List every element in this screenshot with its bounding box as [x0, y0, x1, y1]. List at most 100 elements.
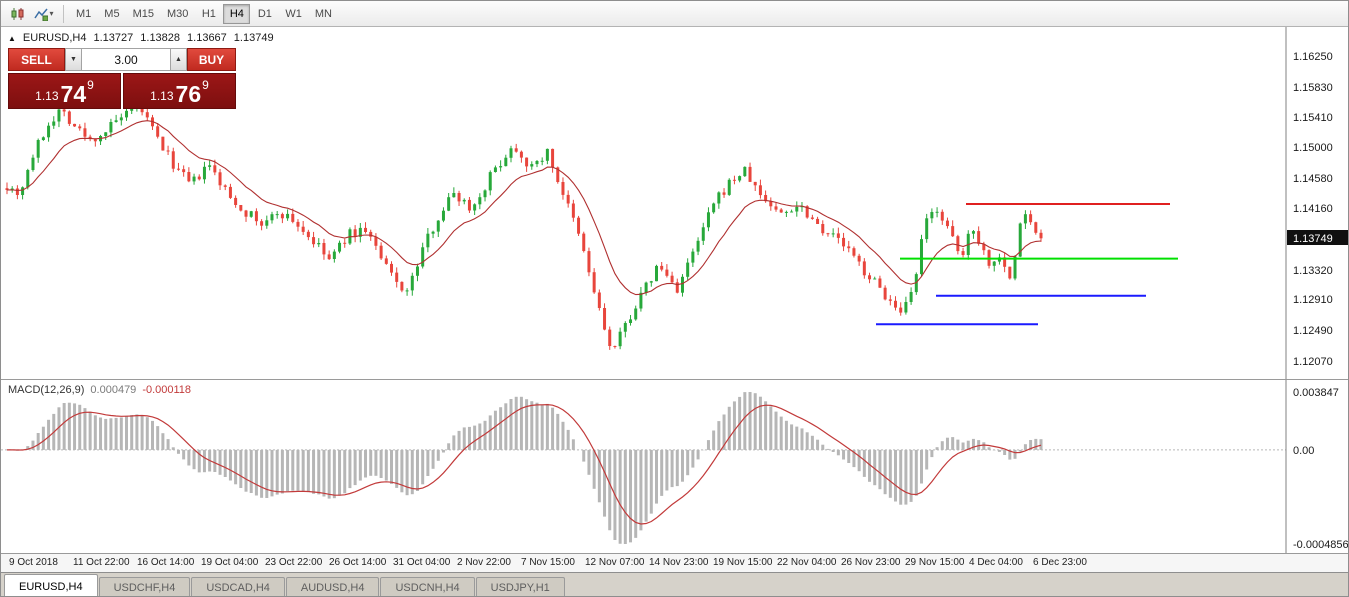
candle-body: [530, 164, 534, 167]
buy-button[interactable]: BUY: [187, 48, 236, 71]
tab-usdcad-h4[interactable]: USDCAD,H4: [191, 577, 285, 596]
macd-chart[interactable]: 0.003847 0.00 -0.0004856: [1, 380, 1349, 553]
macd-histogram-layer: [10, 392, 1043, 544]
candle-body: [395, 272, 399, 282]
candle-body: [166, 150, 170, 152]
candle-body: [577, 217, 581, 234]
candle-body: [873, 278, 877, 280]
price-tick-label: 1.16250: [1293, 51, 1333, 63]
candle-body: [613, 346, 617, 347]
candle-body: [743, 166, 747, 177]
time-axis-label: 2 Nov 22:00: [457, 557, 511, 568]
tab-eurusd-h4[interactable]: EURUSD,H4: [4, 574, 98, 596]
candle-body: [644, 282, 648, 293]
tab-audusd-h4[interactable]: AUDUSD,H4: [285, 577, 380, 596]
candle-body: [862, 261, 866, 276]
current-price-label: 1.13749: [1293, 233, 1333, 245]
candle-body: [717, 192, 721, 204]
candlestick-chart-icon[interactable]: [5, 3, 31, 24]
price-chart[interactable]: 1.16250 1.15830 1.15410 1.15000 1.14580 1.141…: [1, 27, 1349, 379]
candle-body: [208, 165, 212, 167]
candle-body: [478, 197, 482, 205]
volume-decrease-button[interactable]: ▼: [65, 48, 82, 71]
timeframe-h1[interactable]: H1: [195, 4, 222, 24]
candle-body: [665, 269, 669, 276]
tab-usdjpy-h1[interactable]: USDJPY,H1: [475, 577, 565, 596]
time-axis-label: 26 Oct 14:00: [329, 557, 387, 568]
tab-usdcnh-h4[interactable]: USDCNH,H4: [380, 577, 475, 596]
candles-layer: [5, 103, 1043, 350]
timeframe-h4[interactable]: H4: [223, 3, 251, 24]
sell-button[interactable]: SELL: [8, 48, 65, 71]
candle-body: [130, 108, 134, 111]
candle-body: [390, 263, 393, 273]
candle-body: [1003, 257, 1007, 267]
candle-body: [83, 128, 87, 137]
candle-body: [301, 226, 305, 232]
candle-body: [649, 281, 653, 283]
timeframe-m5[interactable]: M5: [98, 4, 125, 24]
candle-body: [836, 233, 840, 238]
candle-body: [322, 243, 326, 255]
time-axis-label: 23 Oct 22:00: [265, 557, 323, 568]
time-axis-label: 14 Nov 23:00: [649, 557, 709, 568]
candle-body: [738, 176, 742, 181]
candle-body: [904, 302, 908, 313]
candle-body: [410, 275, 414, 291]
chart-header: ▲ EURUSD,H4 1.13727 1.13828 1.13667 1.13…: [8, 32, 274, 44]
candle-body: [769, 201, 773, 207]
candle-body: [125, 110, 129, 118]
timeframe-mn[interactable]: MN: [309, 4, 338, 24]
time-axis-label: 11 Oct 22:00: [73, 557, 130, 568]
timeframe-m15[interactable]: M15: [127, 4, 160, 24]
macd-panel: 0.003847 0.00 -0.0004856 MACD(12,26,9) 0.0…: [1, 379, 1348, 553]
candle-body: [176, 168, 180, 170]
candle-body: [343, 242, 347, 244]
timeframe-d1[interactable]: D1: [251, 4, 278, 24]
candle-body: [104, 132, 108, 136]
sell-price-pip: 9: [87, 78, 94, 92]
timeframe-w1[interactable]: W1: [279, 4, 308, 24]
candle-body: [270, 214, 274, 221]
candle-body: [571, 203, 575, 218]
candle-body: [374, 236, 378, 246]
indicators-icon[interactable]: ▾: [31, 3, 57, 24]
candle-body: [254, 211, 258, 222]
candle-body: [223, 185, 227, 187]
time-axis: 9 Oct 2018 11 Oct 22:00 16 Oct 14:00 19 Oct…: [1, 553, 1348, 572]
timeframe-m1[interactable]: M1: [70, 4, 97, 24]
candle-body: [57, 109, 61, 122]
timeframe-m30[interactable]: M30: [161, 4, 194, 24]
sell-price-display[interactable]: 1.13 74 9: [8, 73, 121, 109]
volume-input[interactable]: [82, 48, 170, 71]
tab-usdchf-h4[interactable]: USDCHF,H4: [98, 577, 191, 596]
candle-body: [161, 136, 165, 151]
candle-body: [244, 210, 248, 217]
candle-body: [951, 226, 955, 237]
candle-body: [831, 233, 835, 235]
buy-price-display[interactable]: 1.13 76 9: [123, 73, 236, 109]
candle-body: [540, 160, 544, 162]
candle-body: [353, 229, 357, 237]
candle-body: [275, 214, 279, 216]
candle-body: [1013, 256, 1017, 279]
candle-body: [655, 265, 658, 282]
price-tick-label: 1.14580: [1293, 173, 1333, 185]
candle-body: [431, 231, 435, 234]
volume-increase-button[interactable]: ▲: [170, 48, 187, 71]
candle-body: [883, 287, 887, 300]
candle-body: [888, 299, 892, 301]
candle-body: [379, 245, 383, 259]
candle-body: [21, 187, 25, 195]
candle-body: [691, 251, 695, 263]
timeframe-toolbar: M1 M5 M15 M30 H1 H4 D1 W1 MN: [70, 3, 339, 24]
candle-body: [623, 323, 627, 332]
candle-body: [197, 176, 201, 180]
candle-body: [816, 218, 820, 224]
time-axis-label: 29 Nov 15:00: [905, 557, 965, 568]
candle-body: [218, 172, 222, 186]
candle-body: [67, 111, 71, 124]
time-axis-label: 22 Nov 04:00: [777, 557, 837, 568]
ohlc-open: 1.13727: [93, 32, 134, 44]
candle-body: [940, 211, 944, 221]
